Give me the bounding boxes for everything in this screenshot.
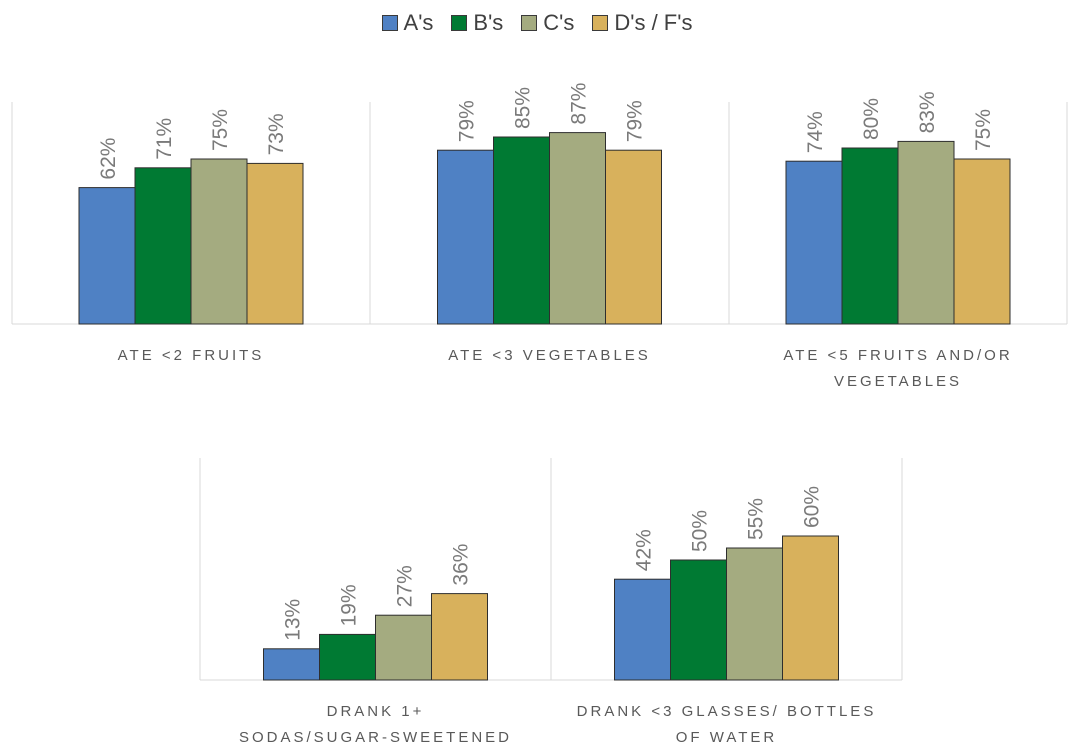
data-label: 60% (801, 486, 824, 528)
data-label: 50% (689, 510, 712, 552)
data-label: 87% (568, 83, 591, 125)
bar (134, 167, 192, 325)
data-label: 79% (456, 100, 479, 142)
bar (670, 559, 727, 681)
bar (614, 578, 671, 681)
legend-swatch-b (451, 15, 468, 31)
bar (782, 535, 839, 681)
category-label: ATE <5 FRUITS AND/OR (783, 347, 1012, 364)
bar (246, 162, 304, 325)
category-label: ATE <2 FRUITS (118, 347, 265, 364)
data-label: 13% (282, 599, 305, 641)
bar (549, 132, 606, 325)
data-label: 73% (265, 113, 288, 155)
bar (785, 160, 843, 325)
data-label: 83% (916, 91, 939, 133)
bar (319, 633, 376, 681)
legend-item-df: D's / F's (592, 10, 692, 36)
bar (605, 149, 662, 325)
data-label: 80% (860, 98, 883, 140)
legend-label-b: B's (473, 10, 504, 35)
category-label: SODAS/SUGAR-SWEETENED (239, 729, 512, 743)
data-label: 74% (804, 111, 827, 153)
category-label: VEGETABLES (834, 373, 962, 390)
bar (726, 547, 783, 681)
legend-label-a: A's (403, 10, 434, 35)
data-label: 71% (153, 118, 176, 160)
category-label: ATE <3 VEGETABLES (448, 347, 651, 364)
data-label: 75% (209, 109, 232, 151)
legend-swatch-df (592, 15, 609, 31)
bar (493, 136, 550, 325)
bar (78, 187, 136, 325)
category-label: OF WATER (676, 729, 778, 743)
legend-swatch-c (521, 15, 538, 31)
data-label: 27% (394, 565, 417, 607)
bar (375, 614, 432, 681)
legend: A's B's C's D's / F's (0, 10, 1074, 36)
data-label: 85% (512, 87, 535, 129)
bar (897, 140, 955, 325)
legend-label-c: C's (543, 10, 575, 35)
category-label: DRANK <3 GLASSES/ BOTTLES (577, 703, 877, 720)
legend-swatch-a (381, 15, 398, 31)
bar (190, 158, 248, 325)
legend-label-df: D's / F's (614, 10, 693, 35)
bar (953, 158, 1011, 325)
data-label: 55% (745, 498, 768, 540)
data-label: 62% (97, 138, 120, 180)
legend-item-b: B's (451, 10, 503, 36)
bar (431, 593, 488, 681)
bar (841, 147, 899, 325)
data-label: 42% (633, 529, 656, 571)
category-label: DRANK 1+ (327, 703, 425, 720)
data-label: 75% (972, 109, 995, 151)
data-label: 19% (338, 584, 361, 626)
bar (263, 648, 320, 681)
data-label: 36% (450, 544, 473, 586)
bar (437, 149, 494, 325)
legend-item-a: A's (381, 10, 434, 36)
legend-item-c: C's (521, 10, 574, 36)
data-label: 79% (624, 100, 647, 142)
